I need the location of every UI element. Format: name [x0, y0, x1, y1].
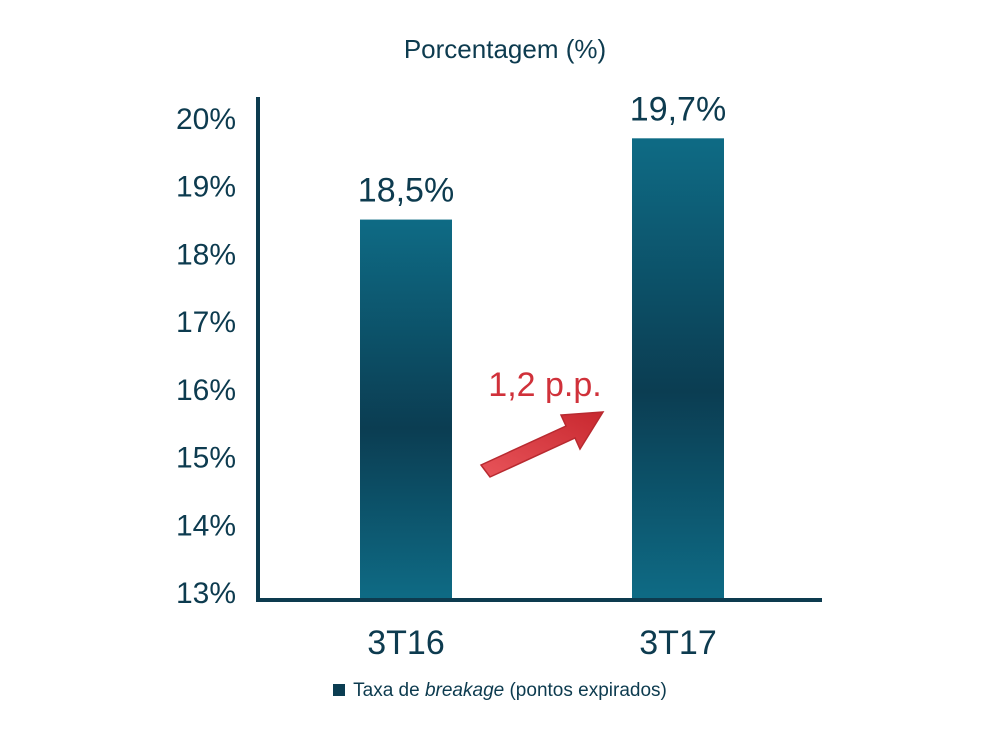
- legend-label: Taxa de breakage (pontos expirados): [353, 680, 667, 701]
- y-tick-label: 14%: [176, 509, 236, 542]
- y-tick-label: 18%: [176, 238, 236, 271]
- bar-value-label: 18,5%: [358, 172, 454, 210]
- bar-3t16: [360, 219, 452, 600]
- legend: Taxa de breakage (pontos expirados): [0, 680, 1000, 702]
- y-tick-label: 16%: [176, 374, 236, 407]
- bar-3t17: [632, 138, 724, 600]
- bar-value-label: 19,7%: [630, 90, 726, 128]
- chart-title: Porcentagem (%): [404, 34, 606, 64]
- y-tick-label: 19%: [176, 171, 236, 204]
- y-tick-label: 15%: [176, 442, 236, 475]
- annotation-label: 1,2 p.p.: [488, 366, 601, 404]
- increase-arrow-icon: [479, 411, 605, 478]
- legend-swatch: [333, 684, 346, 696]
- y-tick-label: 20%: [176, 103, 236, 136]
- x-category-label: 3T16: [367, 624, 445, 662]
- x-category-label: 3T17: [639, 624, 717, 662]
- y-tick-label: 13%: [176, 577, 236, 610]
- y-tick-label: 17%: [176, 306, 236, 339]
